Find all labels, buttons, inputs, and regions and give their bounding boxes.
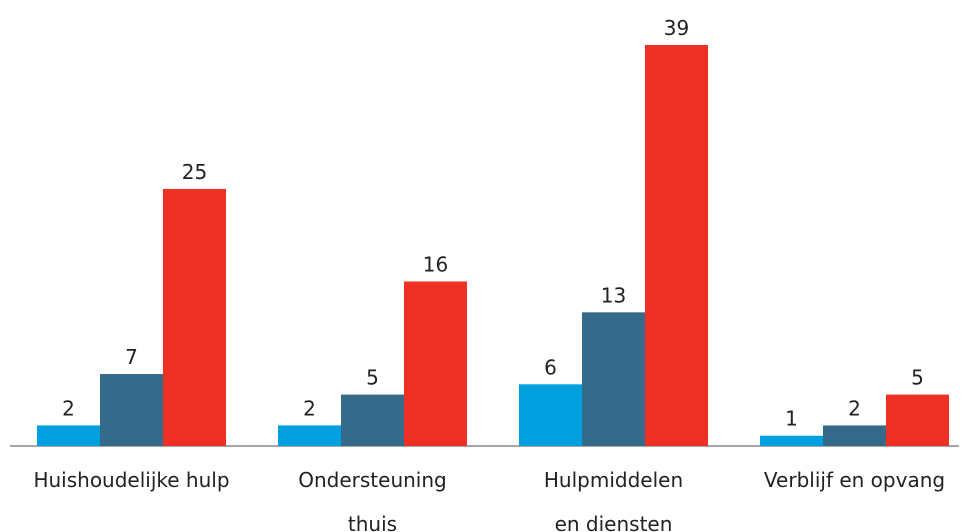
bar xyxy=(163,188,226,446)
bar xyxy=(645,45,708,446)
value-label: 5 xyxy=(911,366,924,390)
bar xyxy=(886,394,949,446)
value-label: 5 xyxy=(366,366,379,390)
value-label: 1 xyxy=(785,407,798,431)
bar xyxy=(341,394,404,446)
value-label: 2 xyxy=(848,396,861,420)
x-tick-label: Hulpmiddelen en diensten xyxy=(543,468,684,532)
bar xyxy=(582,312,645,446)
bar xyxy=(760,435,823,446)
x-tick-label: Ondersteuning thuis xyxy=(298,468,447,532)
value-label: 16 xyxy=(423,252,448,276)
value-label: 6 xyxy=(544,355,557,379)
value-label: 2 xyxy=(62,396,75,420)
bar xyxy=(519,384,582,446)
x-tick-label: Verblijf en opvang xyxy=(763,468,946,492)
value-label: 39 xyxy=(664,16,689,40)
value-label: 25 xyxy=(182,160,207,184)
bar xyxy=(404,281,467,446)
value-label: 13 xyxy=(601,283,626,307)
value-label: 2 xyxy=(303,396,316,420)
bar xyxy=(278,425,341,446)
bar xyxy=(100,374,163,446)
bar xyxy=(37,425,100,446)
x-tick-label: Huishoudelijke hulp xyxy=(33,468,230,492)
bar xyxy=(823,425,886,446)
value-label: 7 xyxy=(125,345,138,369)
